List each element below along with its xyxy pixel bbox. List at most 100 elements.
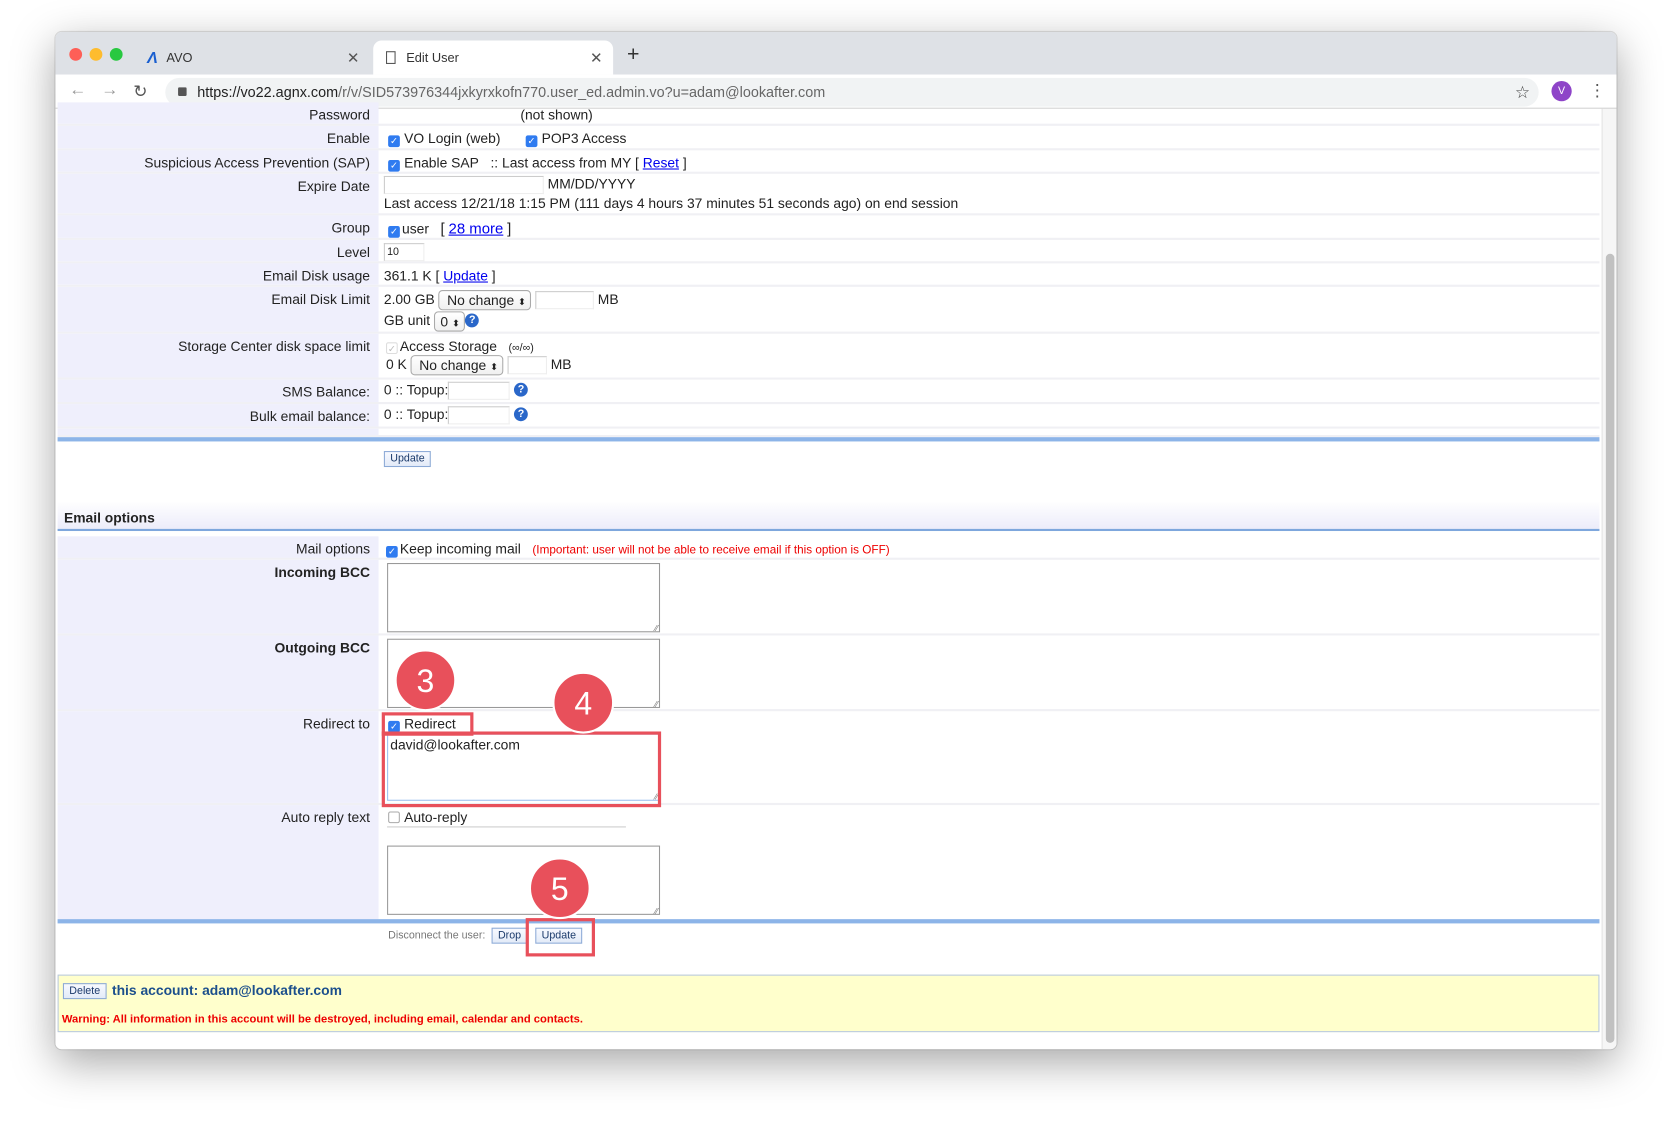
mb-unit: MB (597, 291, 619, 308)
gb-unit-select[interactable]: 0 ⬍ (433, 311, 466, 332)
page-icon (386, 51, 396, 64)
address-bar[interactable]: https://vo22.agnx.com/r/v/SID573976344jx… (165, 77, 1539, 107)
auto-reply-subject-input[interactable] (387, 826, 626, 845)
row-sms: SMS Balance: 0 :: Topup: ? (57, 379, 1600, 405)
mail-options-label: Mail options (57, 536, 379, 558)
email-options-header: Email options (57, 501, 1600, 532)
new-tab-button[interactable]: + (626, 42, 640, 67)
group-more-link[interactable]: 28 more (448, 219, 504, 237)
row-expire: Expire Date MM/DD/YYYY Last access 12/21… (57, 173, 1600, 216)
storage-mb-input[interactable] (507, 356, 547, 375)
row-storage: Storage Center disk space limit ✓ Access … (57, 333, 1600, 380)
disk-limit-select[interactable]: No change ⬍ (438, 290, 532, 311)
row-outgoing-bcc: Outgoing BCC (57, 635, 1600, 712)
minimize-window-button[interactable] (89, 47, 103, 61)
disk-usage-value: 361.1 K [ (383, 267, 440, 284)
close-tab-icon[interactable]: ✕ (346, 48, 360, 66)
delete-warning: Warning: All information in this account… (61, 1012, 583, 1026)
disk-limit-mb-input[interactable] (535, 291, 594, 310)
profile-avatar[interactable]: V (1551, 81, 1572, 102)
auto-reply-checkbox-label: Auto-reply (404, 809, 468, 826)
disk-usage-label: Email Disk usage (57, 263, 379, 285)
sms-label: SMS Balance: (57, 379, 379, 402)
auto-reply-checkbox[interactable] (388, 811, 400, 824)
stepper-icon: ⬍ (518, 296, 527, 308)
level-label: Level (57, 239, 379, 262)
auto-reply-textarea[interactable] (387, 845, 661, 916)
lock-icon (178, 87, 187, 96)
delete-account-panel: Delete this account: adam@lookafter.com … (57, 974, 1600, 1033)
account-update-button[interactable]: Update (383, 451, 432, 468)
sap-reset-link[interactable]: Reset (642, 154, 679, 171)
annotation-step-5: 5 (528, 857, 591, 920)
annotation-step-3: 3 (394, 649, 457, 712)
redirect-label: Redirect to (57, 711, 379, 803)
close-window-button[interactable] (69, 47, 83, 61)
bulk-value: 0 :: Topup: (383, 406, 449, 423)
bulk-topup-input[interactable] (448, 406, 511, 425)
help-icon[interactable]: ? (514, 382, 528, 397)
reload-icon[interactable]: ↻ (133, 83, 148, 102)
incoming-bcc-textarea[interactable] (387, 563, 661, 633)
access-storage-checkbox[interactable]: ✓ (386, 342, 398, 355)
tab-edit-user[interactable]: Edit User ✕ (373, 40, 614, 75)
expire-label: Expire Date (57, 173, 379, 214)
disk-limit-label: Email Disk Limit (57, 286, 379, 332)
scrollbar-thumb[interactable] (1605, 253, 1615, 1043)
vo-login-label: VO Login (web) (404, 130, 501, 147)
close-tab-icon[interactable]: ✕ (589, 48, 603, 66)
vo-login-checkbox[interactable]: ✓ (388, 135, 400, 148)
menu-icon[interactable]: ⋮ (1588, 82, 1606, 101)
row-disk-usage: Email Disk usage 361.1 K [ Update ] (57, 263, 1600, 287)
drop-button[interactable]: Drop (491, 927, 528, 944)
important-note: (Important: user will not be able to rec… (532, 543, 890, 557)
incoming-bcc-label: Incoming BCC (57, 559, 379, 634)
keep-incoming-checkbox[interactable]: ✓ (386, 545, 398, 558)
row-sap: Suspicious Access Prevention (SAP) ✓ Enab… (57, 150, 1600, 174)
pop3-label: POP3 Access (541, 130, 627, 147)
disk-usage-update-link[interactable]: Update (443, 267, 488, 284)
help-icon[interactable]: ? (465, 313, 480, 328)
expire-date-input[interactable] (383, 176, 544, 195)
expire-format: MM/DD/YYYY (547, 175, 636, 192)
row-level: Level 10 (57, 239, 1600, 264)
delete-account-button[interactable]: Delete (62, 983, 107, 1000)
redirect-checkbox[interactable]: ✓ (388, 720, 400, 733)
password-value: (not shown) (520, 106, 593, 123)
storage-value: 0 K (386, 356, 407, 373)
bookmark-star-icon[interactable]: ☆ (1514, 83, 1531, 102)
gb-unit-label: GB unit (383, 312, 431, 329)
tab-avo[interactable]: Λ AVO ✕ (141, 41, 370, 75)
group-user-checkbox[interactable]: ✓ (388, 226, 400, 238)
row-enable: Enable ✓ VO Login (web) ✓ POP3 Access (57, 125, 1600, 151)
delete-account-text: this account: adam@lookafter.com (111, 982, 342, 999)
forward-icon[interactable]: → (101, 81, 119, 100)
email-options-heading: Email options (63, 509, 155, 526)
level-input[interactable]: 10 (383, 243, 425, 262)
help-icon[interactable]: ? (514, 407, 528, 422)
bulk-label: Bulk email balance: (57, 404, 379, 427)
disk-limit-value: 2.00 GB (383, 291, 435, 308)
stepper-icon: ⬍ (451, 317, 460, 329)
maximize-window-button[interactable] (109, 47, 123, 61)
select-value: 0 (440, 313, 449, 330)
tab-bar: Λ AVO ✕ Edit User ✕ + (55, 31, 1617, 75)
sms-value: 0 :: Topup: (383, 381, 449, 398)
password-label: Password (57, 102, 379, 124)
row-spacer (57, 428, 1600, 438)
back-icon[interactable]: ← (69, 81, 87, 100)
scrollbar[interactable] (1601, 108, 1617, 1050)
storage-select[interactable]: No change ⬍ (410, 355, 504, 376)
outgoing-bcc-label: Outgoing BCC (57, 635, 379, 710)
annotation-box-redirect-textarea (381, 731, 662, 808)
email-update-button[interactable]: Update (535, 927, 583, 944)
pop3-checkbox[interactable]: ✓ (525, 135, 538, 148)
url-path: /r/v/SID573976344jxkyrxkofn770.user_ed.a… (338, 84, 826, 101)
row-incoming-bcc: Incoming BCC (57, 559, 1600, 636)
sms-topup-input[interactable] (448, 381, 511, 400)
row-bulk: Bulk email balance: 0 :: Topup: ? (57, 404, 1600, 429)
select-value: No change (447, 292, 515, 309)
mb-unit: MB (550, 356, 572, 373)
sap-checkbox[interactable]: ✓ (388, 159, 400, 172)
bracket: ] (491, 267, 496, 284)
